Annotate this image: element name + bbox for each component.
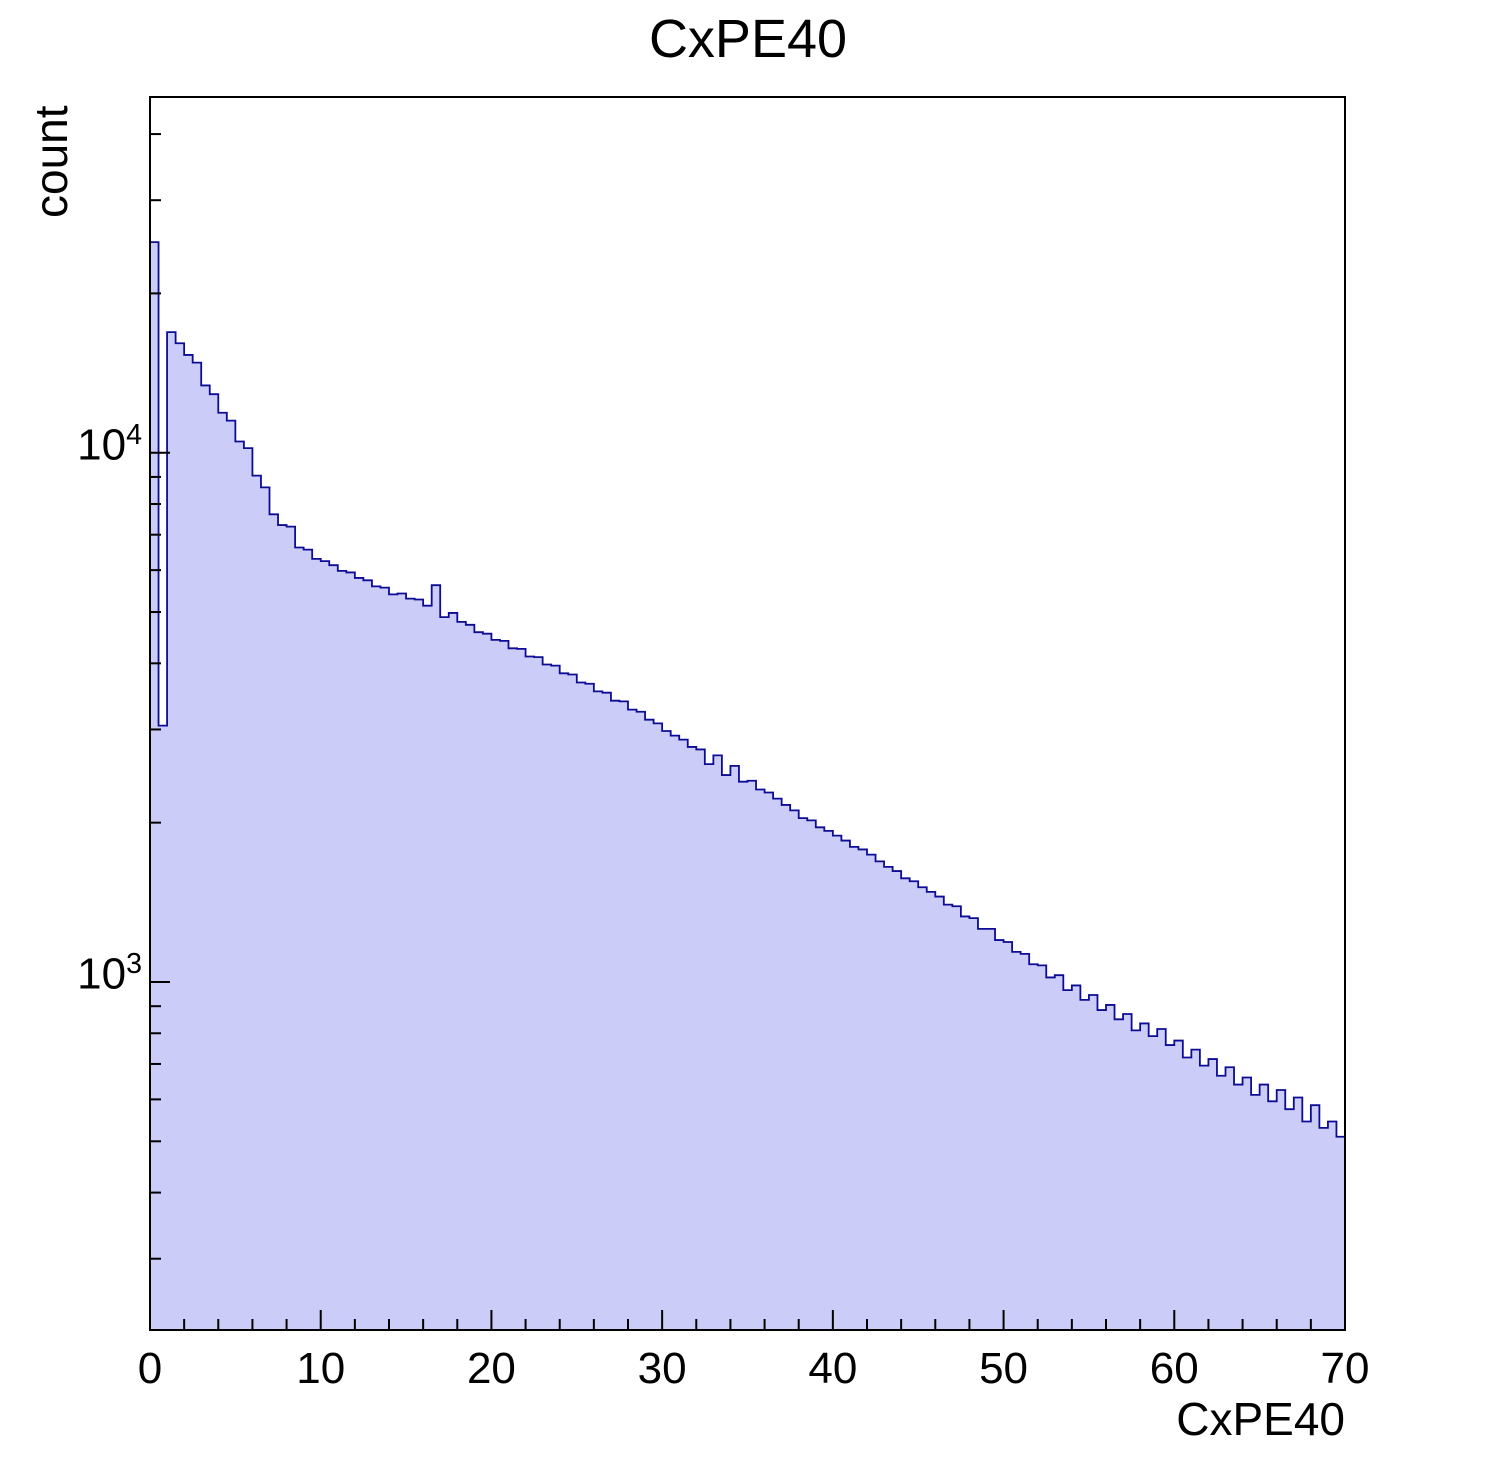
x-tick-label: 40 bbox=[808, 1344, 858, 1393]
histogram-outline bbox=[149, 241, 1346, 1330]
x-tick-label: 60 bbox=[1149, 1344, 1199, 1393]
x-tick-label: 10 bbox=[296, 1344, 346, 1393]
chart-title: CxPE40 bbox=[648, 9, 848, 69]
x-tick-label: 50 bbox=[979, 1344, 1029, 1393]
plot-frame bbox=[149, 96, 1346, 1331]
x-tick-label: 0 bbox=[137, 1344, 163, 1393]
x-tick-label: 20 bbox=[466, 1344, 516, 1393]
x-axis-title: CxPE40 bbox=[1176, 1393, 1345, 1445]
x-tick-label: 30 bbox=[637, 1344, 687, 1393]
histogram-fill bbox=[150, 242, 1345, 1331]
x-tick-label: 70 bbox=[1320, 1344, 1370, 1393]
y-tick-label: 104 bbox=[77, 418, 142, 470]
y-tick-label: 103 bbox=[77, 947, 142, 999]
